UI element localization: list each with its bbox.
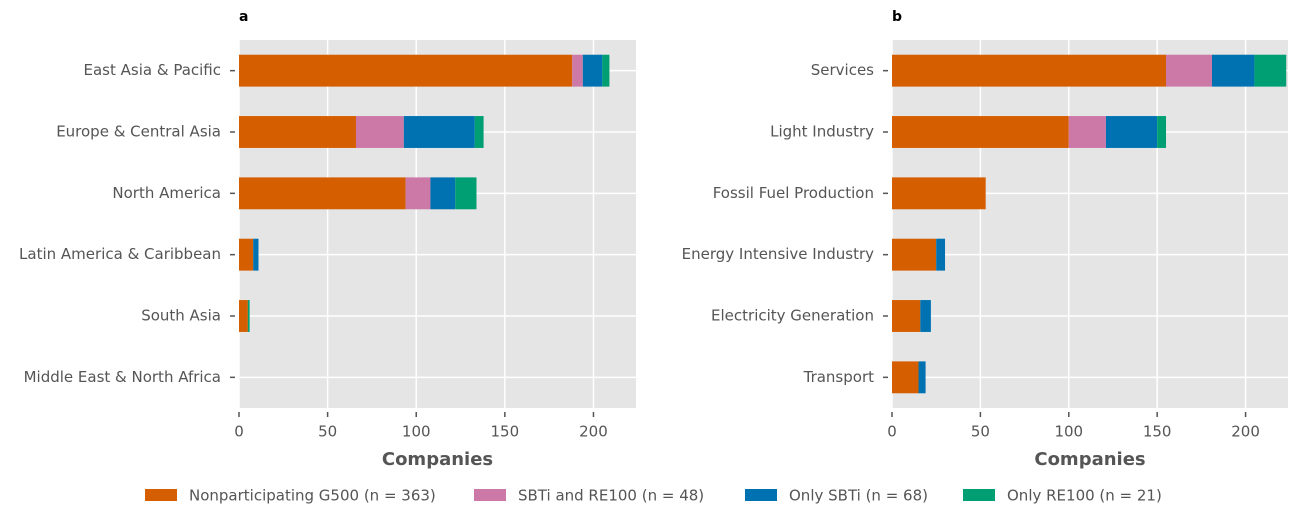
bar-segment bbox=[892, 361, 919, 394]
x-tick-label: 50 bbox=[318, 423, 337, 441]
bar-segment bbox=[474, 116, 484, 148]
bar-segment bbox=[1157, 116, 1167, 148]
panel-label: b bbox=[892, 9, 902, 25]
x-tick-label: 100 bbox=[402, 423, 431, 441]
plot-background bbox=[239, 40, 636, 408]
x-tick-label: 0 bbox=[234, 423, 244, 441]
bar-segment bbox=[892, 177, 986, 210]
y-tick-label: North America bbox=[112, 184, 221, 202]
bar-segment bbox=[253, 238, 259, 271]
y-tick-label: Transport bbox=[803, 368, 875, 386]
bar-segment bbox=[239, 116, 356, 148]
legend-swatch bbox=[745, 489, 777, 501]
bar-segment bbox=[892, 238, 937, 271]
bar-segment bbox=[239, 54, 573, 87]
bar-segment bbox=[1068, 116, 1106, 148]
bar-segment bbox=[892, 54, 1167, 87]
y-tick-label: Energy Intensive Industry bbox=[682, 245, 875, 263]
x-tick-label: 0 bbox=[887, 423, 897, 441]
bar-segment bbox=[1211, 54, 1255, 87]
x-tick-label: 150 bbox=[1143, 423, 1172, 441]
x-tick-label: 200 bbox=[1231, 423, 1260, 441]
bar-segment bbox=[239, 177, 406, 210]
y-tick-label: Middle East & North Africa bbox=[24, 368, 221, 386]
y-tick-label: Fossil Fuel Production bbox=[713, 184, 874, 202]
legend-swatch bbox=[474, 489, 506, 501]
bar-segment bbox=[355, 116, 404, 148]
y-tick-label: South Asia bbox=[141, 307, 221, 325]
legend-swatch bbox=[963, 489, 995, 501]
x-axis-title: Companies bbox=[382, 449, 493, 470]
x-tick-label: 200 bbox=[579, 423, 608, 441]
x-tick-label: 100 bbox=[1054, 423, 1083, 441]
x-axis-title: Companies bbox=[1034, 449, 1145, 470]
legend-label: SBTi and RE100 (n = 48) bbox=[518, 487, 704, 505]
legend-label: Nonparticipating G500 (n = 363) bbox=[189, 487, 436, 505]
bar-segment bbox=[403, 116, 475, 148]
bar-segment bbox=[918, 361, 926, 394]
bar-segment bbox=[920, 300, 931, 332]
bar-segment bbox=[239, 300, 248, 332]
bar-segment bbox=[455, 177, 477, 210]
y-tick-label: East Asia & Pacific bbox=[84, 61, 221, 79]
bar-segment bbox=[892, 116, 1069, 148]
x-tick-label: 150 bbox=[491, 423, 520, 441]
legend-swatch bbox=[145, 489, 177, 501]
bar-segment bbox=[430, 177, 456, 210]
y-tick-label: Services bbox=[811, 61, 874, 79]
legend-label: Only SBTi (n = 68) bbox=[789, 487, 928, 505]
bar-segment bbox=[1166, 54, 1212, 87]
bar-segment bbox=[247, 300, 250, 332]
plot-background bbox=[892, 40, 1288, 408]
bar-segment bbox=[1254, 54, 1287, 87]
bar-segment bbox=[1105, 116, 1158, 148]
y-tick-label: Light Industry bbox=[770, 123, 874, 141]
bar-segment bbox=[572, 54, 583, 87]
bar-segment bbox=[582, 54, 603, 87]
y-tick-label: Europe & Central Asia bbox=[56, 123, 221, 141]
bar-segment bbox=[602, 54, 610, 87]
bar-segment bbox=[405, 177, 431, 210]
y-tick-label: Electricity Generation bbox=[711, 307, 874, 325]
y-tick-label: Latin America & Caribbean bbox=[19, 245, 221, 263]
bar-segment bbox=[892, 300, 921, 332]
legend-label: Only RE100 (n = 21) bbox=[1007, 487, 1162, 505]
bar-segment bbox=[936, 238, 946, 271]
bar-segment bbox=[239, 238, 254, 271]
x-tick-label: 50 bbox=[971, 423, 990, 441]
panel-label: a bbox=[239, 9, 248, 25]
